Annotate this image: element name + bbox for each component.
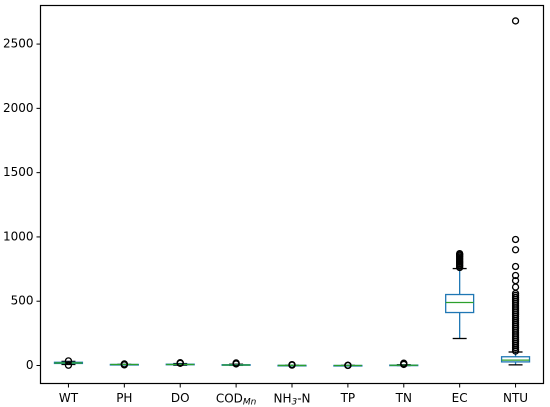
outlier [344, 361, 352, 369]
x-tick-label: EC [452, 391, 468, 405]
x-tick-label: TP [340, 391, 356, 405]
y-tick-label: 2500 [3, 37, 34, 51]
x-tick-label-subscript: Mn [243, 397, 257, 407]
outlier [288, 360, 296, 369]
outlier [456, 249, 464, 258]
outlier [64, 361, 73, 369]
outlier [511, 276, 520, 285]
outlier [511, 262, 520, 271]
y-tick-label: 2000 [3, 101, 34, 115]
x-tick-label: PH [116, 391, 132, 405]
y-tick-label: 0 [26, 358, 34, 372]
x-tick-label: CODMn [216, 391, 257, 407]
outlier [511, 283, 520, 291]
outlier [511, 235, 520, 244]
outlier [511, 271, 520, 280]
outlier [232, 359, 240, 367]
x-tick-label-subscript: 3 [291, 397, 297, 407]
outlier [64, 357, 73, 365]
y-tick-label: 1000 [3, 229, 34, 243]
outlier [511, 246, 520, 254]
outlier [120, 360, 128, 368]
plot-frame [39, 4, 545, 385]
x-tick-label: TN [395, 391, 412, 405]
x-tick-label-part: COD [216, 391, 243, 405]
outlier [176, 359, 184, 367]
x-tick-label: DO [171, 391, 190, 405]
box [445, 293, 475, 314]
x-tick-label-part: NH [273, 391, 291, 405]
outlier [511, 17, 520, 25]
y-tick-label: 1500 [3, 165, 34, 179]
x-tick-label: NH3-N [273, 391, 310, 407]
x-tick-label-part: -N [297, 391, 310, 405]
y-tick-label: 500 [11, 294, 34, 308]
x-tick-label: NTU [503, 391, 528, 405]
outlier [400, 359, 408, 367]
box [500, 356, 531, 363]
x-tick-label: WT [59, 391, 79, 405]
